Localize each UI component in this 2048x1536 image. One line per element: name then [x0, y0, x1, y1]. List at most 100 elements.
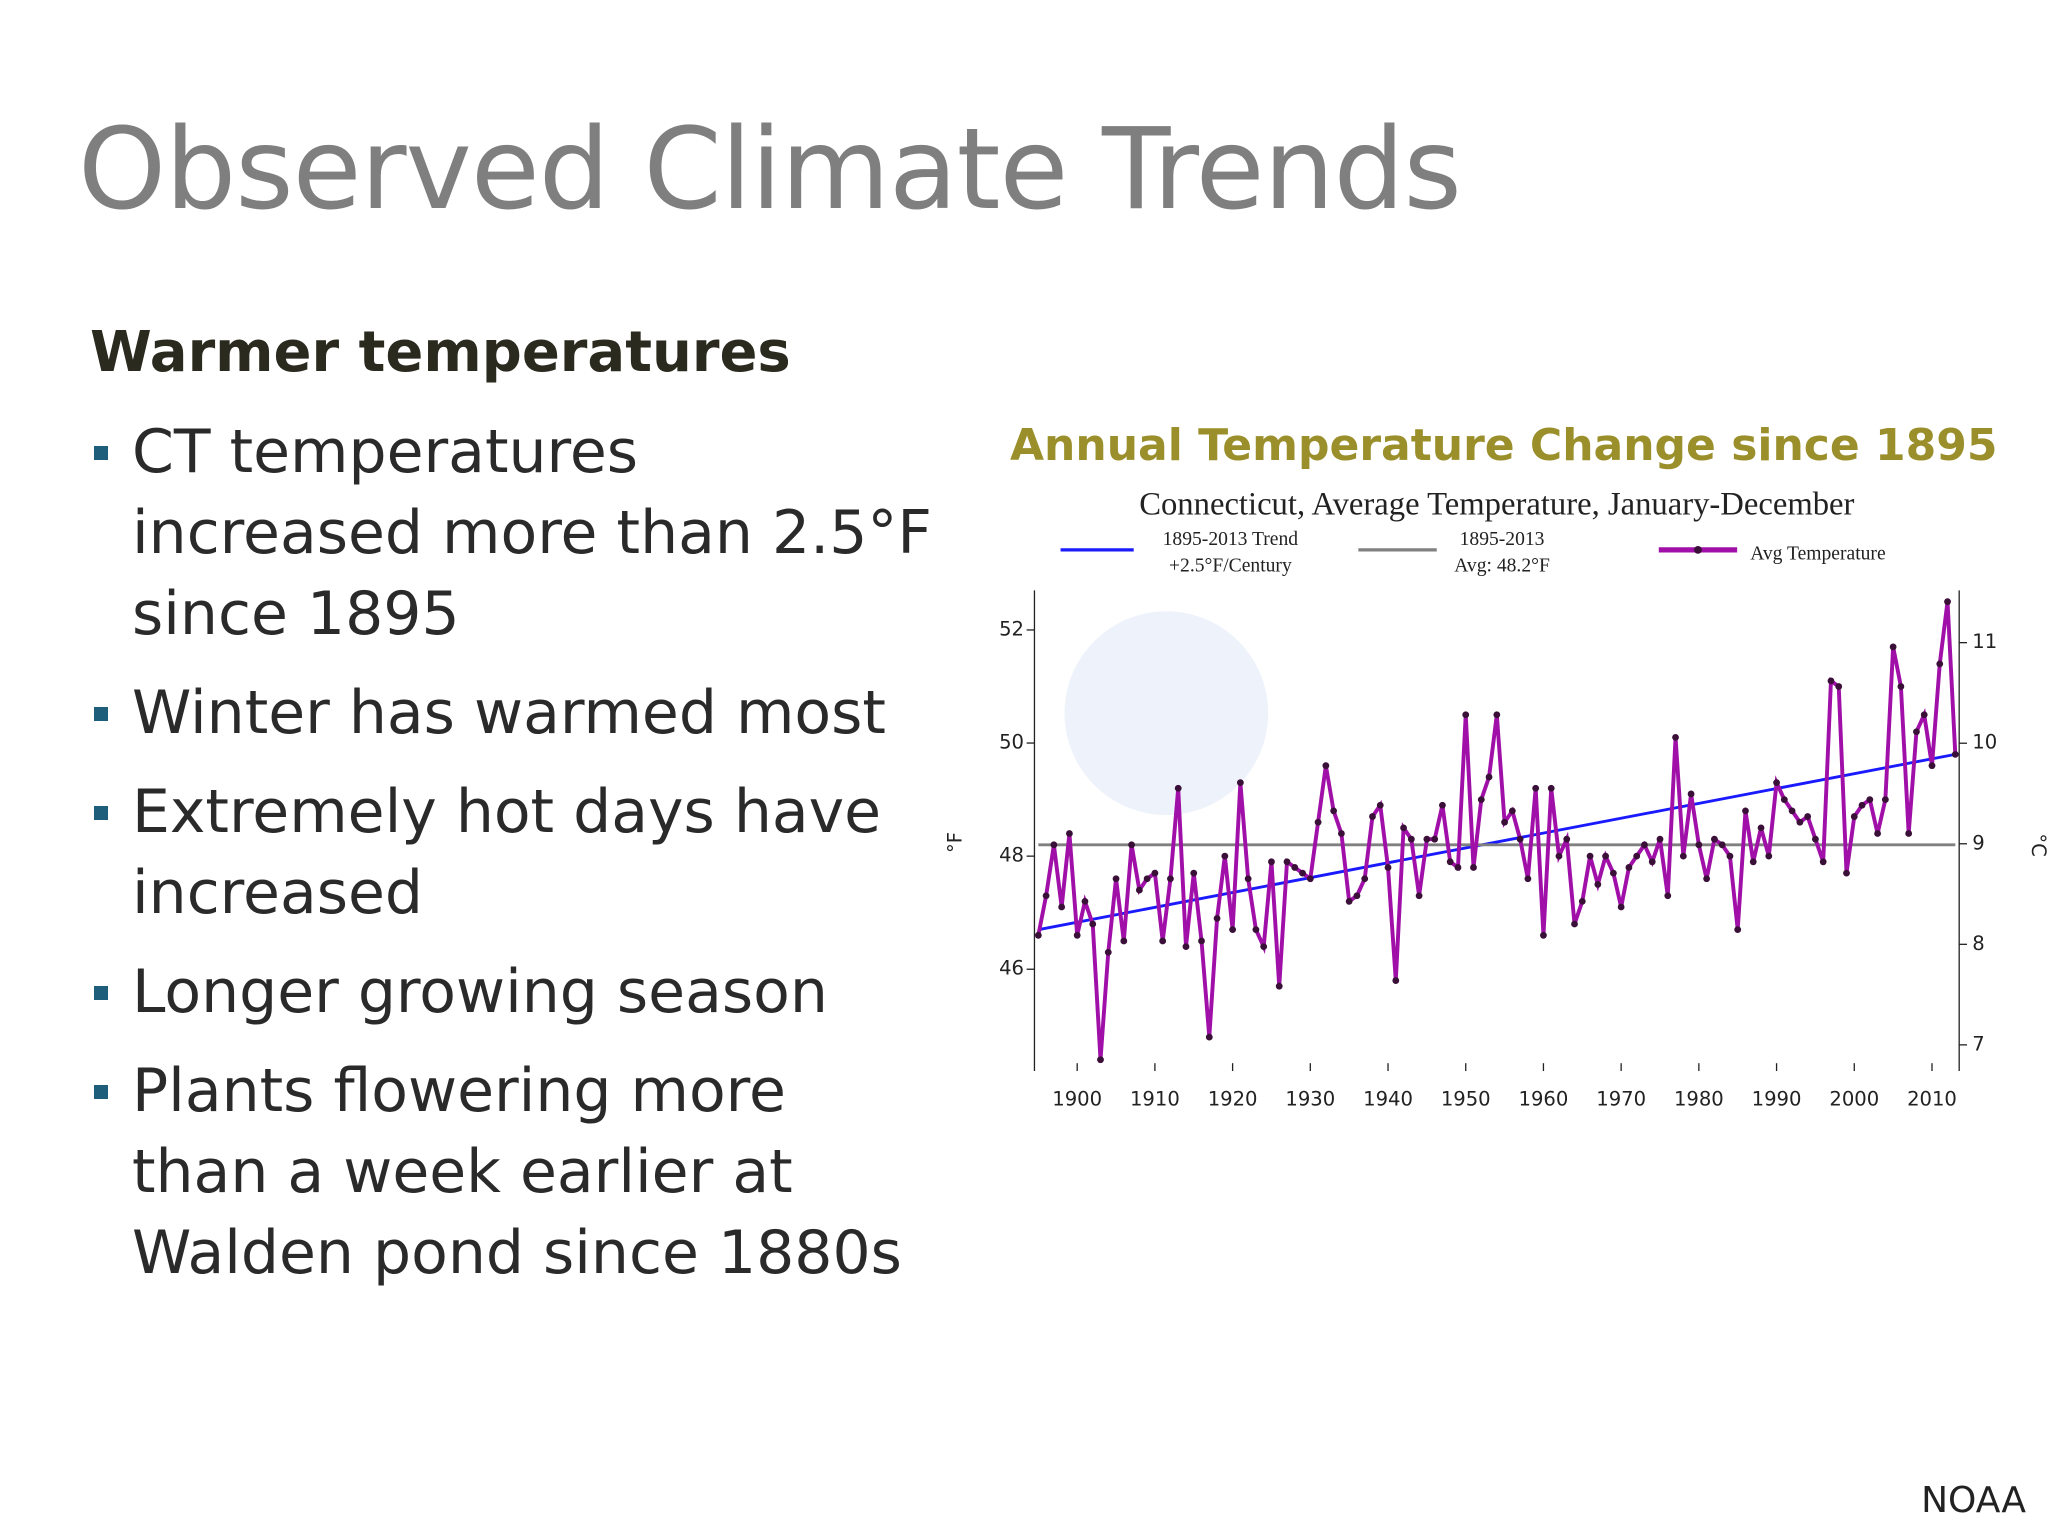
data-point	[1454, 864, 1462, 871]
data-point	[1617, 903, 1625, 911]
data-point	[1097, 1056, 1104, 1064]
logo-watermark	[1064, 611, 1269, 816]
data-point	[1112, 875, 1120, 883]
bullet: CT temperatures increased more than 2.5°…	[90, 412, 940, 655]
data-point	[1718, 841, 1726, 849]
data-point	[1881, 796, 1889, 803]
data-point	[1392, 977, 1400, 984]
data-point	[1749, 858, 1757, 866]
data-point	[1796, 818, 1804, 826]
data-point	[1431, 835, 1439, 843]
x-tick-label: 2010	[1907, 1087, 1957, 1110]
data-point	[1944, 598, 1951, 606]
data-point	[1089, 920, 1097, 928]
bullet-list: CT temperatures increased more than 2.5°…	[90, 412, 940, 1312]
data-point	[1128, 841, 1135, 849]
data-point	[1400, 824, 1407, 832]
x-tick-label: 1900	[1052, 1087, 1102, 1110]
data-point	[1765, 852, 1773, 860]
bullet: Plants flowering more than a week earlie…	[90, 1051, 940, 1294]
data-point	[1050, 841, 1058, 849]
y-axis-label: °F	[944, 832, 967, 853]
x-tick-label: 1950	[1441, 1087, 1491, 1110]
data-point	[1291, 864, 1299, 871]
bullet: Extremely hot days have increased	[90, 772, 940, 934]
data-point	[1322, 762, 1330, 770]
y-tick-label: 52	[999, 617, 1024, 640]
data-point	[1174, 784, 1182, 792]
data-point	[1081, 897, 1089, 905]
data-point	[1547, 784, 1555, 792]
data-point	[1345, 897, 1353, 905]
data-point	[1571, 920, 1578, 928]
data-point	[1532, 784, 1540, 792]
data-point	[1687, 790, 1695, 798]
data-point	[1159, 937, 1167, 945]
data-point	[1462, 711, 1470, 719]
data-point	[1151, 869, 1159, 877]
data-point	[1236, 779, 1244, 787]
data-point	[1338, 830, 1345, 837]
data-point	[1104, 948, 1112, 956]
data-point	[1664, 892, 1672, 900]
y-tick-label: 48	[999, 844, 1024, 867]
data-point	[1066, 830, 1073, 837]
slide-title: Observed Climate Trends	[78, 105, 1462, 235]
data-point	[1936, 660, 1944, 668]
data-point	[1757, 824, 1765, 832]
data-point	[1415, 892, 1423, 900]
data-point	[1042, 892, 1050, 900]
data-point	[1198, 937, 1205, 945]
x-tick-label: 1920	[1208, 1087, 1258, 1110]
data-point	[1330, 807, 1338, 815]
data-point	[1306, 875, 1314, 883]
legend-label: Avg Temperature	[1750, 544, 1886, 565]
y2-axis-label: °C	[2027, 833, 2048, 856]
y-tick-label: 50	[999, 731, 1024, 754]
data-point	[1602, 852, 1610, 860]
data-point	[1470, 864, 1477, 871]
data-point	[1648, 858, 1656, 866]
data-point	[1928, 762, 1936, 770]
data-point	[1167, 875, 1174, 883]
data-point	[1182, 943, 1190, 951]
data-point	[1835, 683, 1843, 690]
data-point	[1135, 886, 1143, 894]
data-point	[1268, 858, 1275, 866]
data-point	[1734, 926, 1742, 934]
data-point	[1866, 796, 1874, 803]
data-point	[1889, 643, 1897, 651]
x-tick-label: 1980	[1674, 1087, 1724, 1110]
x-tick-label: 2000	[1829, 1087, 1879, 1110]
data-point	[1913, 728, 1920, 736]
legend-detail: +2.5°F/Century	[1169, 555, 1292, 576]
data-point	[1711, 835, 1718, 843]
data-point	[1439, 801, 1446, 809]
data-point	[1812, 835, 1819, 843]
data-point	[1508, 807, 1516, 815]
data-point	[1221, 852, 1229, 860]
data-point	[1384, 864, 1392, 871]
data-point	[1703, 875, 1711, 883]
data-point	[1485, 773, 1493, 781]
data-point	[1501, 818, 1508, 826]
data-point	[1850, 813, 1858, 820]
data-point	[1190, 869, 1198, 877]
data-point	[1920, 711, 1928, 719]
data-point	[1679, 852, 1687, 860]
data-point	[1594, 881, 1602, 888]
data-point	[1656, 835, 1664, 843]
data-point	[1540, 931, 1547, 939]
data-point	[1788, 807, 1796, 815]
data-point	[1369, 813, 1376, 820]
data-point	[1843, 869, 1850, 877]
data-point	[1493, 711, 1501, 719]
data-point	[1229, 926, 1237, 934]
data-point	[1423, 835, 1431, 843]
y2-tick-label: 9	[1972, 831, 1984, 854]
legend-detail: Avg: 48.2°F	[1454, 555, 1550, 576]
data-point	[1609, 869, 1617, 877]
source: NOAA	[1921, 1480, 2026, 1521]
data-point	[1633, 852, 1641, 860]
